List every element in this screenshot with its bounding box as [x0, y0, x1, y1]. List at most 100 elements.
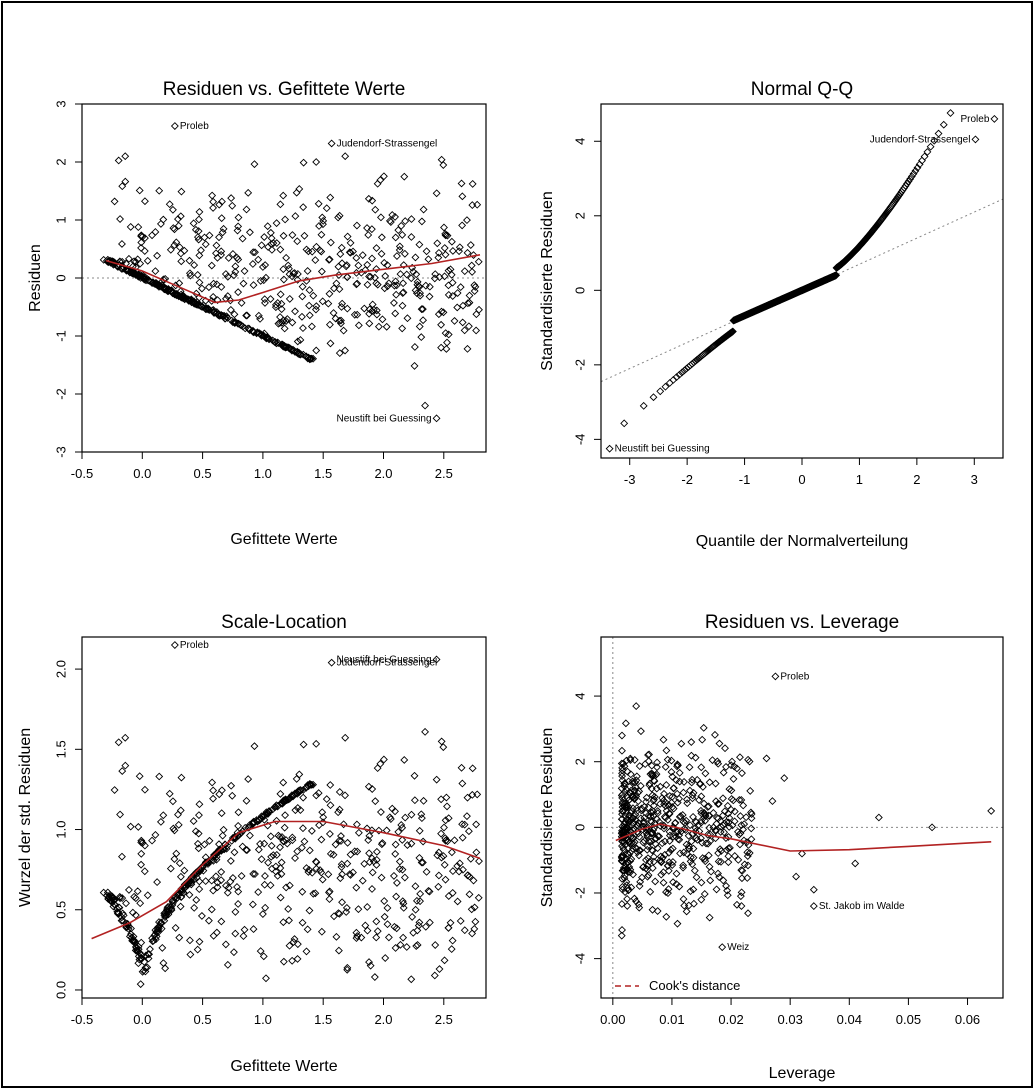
data-point — [372, 847, 381, 856]
data-point — [696, 780, 704, 789]
data-point — [144, 954, 153, 963]
data-point — [201, 304, 210, 313]
data-point — [692, 834, 701, 842]
data-point — [337, 316, 345, 325]
data-point — [465, 298, 474, 307]
data-point — [368, 300, 377, 309]
data-point — [266, 832, 275, 841]
data-point — [416, 897, 424, 906]
data-point — [930, 136, 939, 145]
data-point — [153, 924, 162, 933]
data-point — [444, 266, 453, 275]
data-point — [257, 812, 266, 821]
data-point — [618, 852, 627, 861]
data-point — [256, 314, 264, 323]
data-point — [688, 775, 697, 784]
data-point — [137, 938, 146, 947]
data-point — [645, 781, 654, 790]
data-point — [392, 892, 401, 901]
data-point — [659, 735, 668, 744]
data-point — [133, 946, 142, 955]
data-point — [703, 830, 712, 839]
data-point — [354, 905, 363, 914]
data-point — [911, 166, 920, 175]
data-point — [422, 247, 431, 256]
data-point — [114, 908, 123, 917]
data-point — [364, 836, 373, 845]
data-point — [685, 763, 694, 772]
data-point — [656, 782, 665, 791]
data-point — [162, 910, 171, 919]
data-point — [324, 299, 333, 308]
data-point — [399, 933, 408, 942]
data-point — [285, 270, 294, 279]
data-point — [195, 811, 203, 820]
x-tick-label: 2.5 — [435, 1012, 453, 1027]
data-point — [281, 795, 290, 804]
data-point — [334, 213, 343, 222]
data-point — [701, 857, 710, 866]
x-axis-label: Gefittete Werte — [230, 1058, 337, 1075]
data-point — [262, 808, 271, 817]
data-point — [675, 812, 684, 821]
data-point — [736, 829, 745, 838]
data-point — [458, 779, 467, 788]
data-point — [136, 273, 145, 282]
data-point — [664, 866, 673, 875]
data-point — [311, 889, 320, 898]
data-point — [417, 810, 426, 819]
labeled-point — [771, 672, 780, 681]
data-point — [650, 776, 658, 785]
data-point — [425, 918, 434, 927]
data-point — [652, 784, 661, 793]
data-point — [649, 811, 658, 820]
data-point — [305, 906, 314, 915]
data-point — [316, 866, 325, 875]
data-point — [240, 267, 249, 275]
data-point — [467, 905, 476, 914]
x-tick-label: 0.04 — [837, 1012, 862, 1027]
data-point — [214, 848, 223, 857]
data-point — [192, 896, 201, 904]
data-point — [251, 870, 259, 878]
data-point — [904, 177, 913, 186]
data-point — [661, 802, 670, 810]
data-point — [168, 797, 177, 806]
data-point — [706, 830, 715, 839]
data-point — [272, 816, 281, 825]
panel-title: Residuen vs. Gefittete Werte — [163, 79, 406, 100]
data-point — [295, 770, 304, 779]
x-tick-label: 0.0 — [133, 1012, 151, 1027]
data-point — [700, 855, 709, 863]
data-point — [682, 907, 691, 916]
data-point — [430, 274, 439, 283]
data-point — [419, 316, 428, 325]
data-point — [639, 401, 648, 410]
data-point — [662, 781, 671, 789]
data-point — [234, 213, 243, 222]
data-point — [403, 841, 412, 850]
data-point — [312, 791, 321, 800]
data-point — [326, 339, 335, 348]
data-point — [199, 866, 208, 875]
data-point — [424, 255, 433, 264]
data-point — [285, 916, 293, 925]
data-point — [245, 831, 254, 840]
data-point — [977, 56, 984, 63]
data-point — [410, 771, 419, 780]
data-point — [157, 918, 166, 927]
data-point — [99, 255, 108, 264]
data-point — [661, 382, 670, 391]
data-point — [832, 271, 841, 280]
data-point — [244, 775, 253, 784]
data-point — [230, 848, 239, 857]
data-point — [624, 802, 633, 811]
x-tick-label: 0.5 — [194, 466, 212, 481]
x-tick-label: 0.03 — [778, 1012, 803, 1027]
data-point — [618, 926, 626, 934]
data-point — [624, 777, 633, 786]
data-point — [906, 175, 915, 183]
data-point — [469, 876, 478, 885]
data-point — [471, 282, 480, 291]
data-point — [623, 884, 632, 893]
